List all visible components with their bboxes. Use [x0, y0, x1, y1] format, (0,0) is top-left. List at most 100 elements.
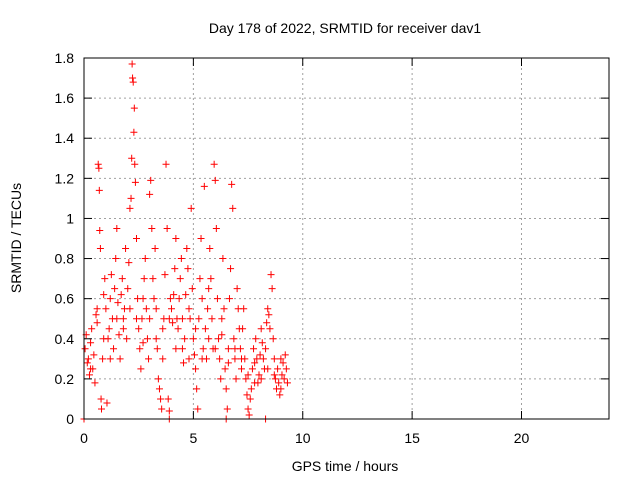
data-point — [169, 319, 177, 327]
data-point — [251, 359, 259, 367]
data-point — [271, 375, 279, 383]
data-point — [128, 154, 136, 162]
data-point — [274, 365, 282, 373]
data-point — [198, 355, 206, 363]
data-point — [159, 325, 167, 333]
data-point — [279, 359, 287, 367]
data-point — [117, 291, 125, 299]
data-point — [154, 375, 162, 383]
data-point — [115, 331, 123, 339]
y-tick-label: 0.2 — [55, 371, 75, 387]
data-point — [106, 295, 114, 303]
data-point — [186, 315, 194, 323]
x-tick-label: 0 — [80, 430, 88, 446]
data-point — [91, 379, 99, 387]
data-point — [166, 295, 174, 303]
data-point — [99, 355, 107, 363]
data-point — [125, 259, 133, 267]
data-point — [102, 305, 110, 313]
data-point — [257, 325, 265, 333]
data-point — [152, 335, 160, 343]
data-point — [113, 315, 121, 323]
data-point — [171, 265, 179, 273]
data-point — [100, 291, 108, 299]
data-point — [119, 325, 127, 333]
data-point — [139, 295, 147, 303]
data-point — [101, 275, 109, 283]
data-point — [231, 345, 239, 353]
data-point — [258, 339, 266, 347]
data-point — [118, 275, 126, 283]
data-point — [139, 339, 147, 347]
data-point — [161, 271, 169, 279]
data-point — [228, 180, 236, 188]
plot-frame — [83, 57, 610, 420]
data-point — [252, 335, 260, 343]
data-point — [137, 365, 145, 373]
data-point — [142, 305, 150, 313]
data-point — [207, 275, 215, 283]
data-point — [158, 405, 166, 413]
data-point — [223, 405, 231, 413]
data-point — [200, 182, 208, 190]
x-tick-label: 20 — [514, 430, 530, 446]
data-point — [151, 245, 159, 253]
data-point — [165, 315, 173, 323]
data-point — [110, 345, 118, 353]
data-point — [206, 245, 214, 253]
data-point — [264, 305, 272, 313]
y-tick-label: 1 — [66, 210, 74, 226]
data-point — [262, 345, 270, 353]
data-point — [244, 405, 252, 413]
data-point — [268, 285, 276, 293]
data-point — [183, 245, 191, 253]
data-point — [250, 345, 258, 353]
data-point — [126, 204, 134, 212]
data-point — [211, 176, 219, 184]
data-point — [244, 371, 252, 379]
data-point — [212, 224, 220, 232]
data-point — [188, 285, 196, 293]
data-point — [194, 405, 202, 413]
data-point — [106, 355, 114, 363]
data-point — [150, 295, 158, 303]
data-point — [178, 315, 186, 323]
data-point — [246, 395, 254, 403]
data-point — [97, 395, 105, 403]
y-tick-label: 1.8 — [55, 50, 75, 66]
y-tick-label: 0.8 — [55, 251, 75, 267]
data-point — [174, 325, 182, 333]
data-point — [95, 164, 103, 172]
data-point — [205, 285, 213, 293]
data-point — [267, 271, 275, 279]
y-tick-label: 0 — [66, 411, 74, 427]
data-point — [133, 315, 140, 323]
data-point — [253, 355, 261, 363]
data-point — [201, 325, 209, 333]
data-point — [92, 311, 100, 319]
data-point — [210, 160, 218, 168]
data-point — [88, 325, 96, 333]
data-point — [153, 345, 161, 353]
data-point — [96, 245, 104, 253]
y-tick-label: 0.6 — [55, 291, 75, 307]
data-point — [215, 335, 223, 343]
data-point — [256, 351, 264, 359]
y-axis-label: SRMTID / TECUs — [8, 183, 24, 293]
data-point — [114, 299, 122, 307]
data-point — [164, 395, 172, 403]
data-point — [208, 315, 216, 323]
data-point — [213, 295, 221, 303]
data-point — [277, 385, 285, 393]
data-point — [277, 355, 285, 363]
data-point — [83, 359, 91, 367]
data-point — [178, 345, 186, 353]
data-point — [221, 365, 229, 373]
data-point — [181, 335, 189, 343]
data-point — [141, 255, 149, 263]
data-point — [243, 391, 251, 399]
data-point — [197, 235, 205, 242]
data-point — [222, 385, 230, 393]
